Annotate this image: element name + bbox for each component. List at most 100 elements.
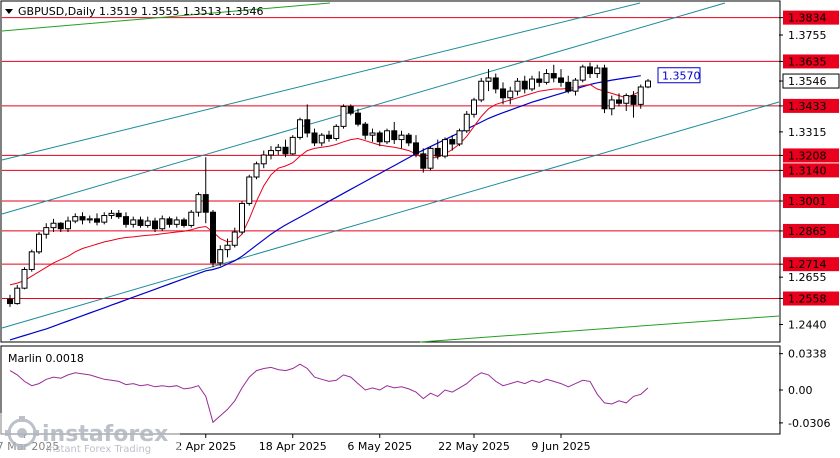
candle — [166, 216, 173, 228]
candle-body — [297, 119, 303, 138]
candle-body — [210, 211, 216, 264]
candle — [558, 69, 564, 87]
candle — [587, 62, 593, 78]
candle — [623, 93, 630, 111]
candle-body — [442, 139, 448, 157]
candle-body — [188, 211, 195, 226]
candle-body — [224, 244, 231, 251]
candle — [442, 137, 448, 159]
candle-body — [231, 231, 238, 246]
price-tick-label: 1.2558 — [788, 293, 827, 306]
candle — [224, 238, 231, 258]
candle-body — [275, 146, 282, 152]
candle — [304, 104, 311, 138]
candle-body — [21, 268, 28, 289]
candle — [318, 132, 325, 147]
horizontal-levels — [2, 17, 779, 300]
candle — [579, 64, 586, 83]
candle-body — [550, 73, 557, 79]
candle-body — [413, 142, 419, 155]
candle — [57, 222, 64, 233]
time-tick-label: 6 May 2025 — [347, 440, 412, 453]
candle-body — [268, 150, 274, 156]
candle-body — [318, 134, 325, 144]
candle — [427, 146, 434, 171]
candle-body — [558, 77, 564, 83]
candle — [594, 64, 601, 78]
oscillator-tick-label: 0.00 — [788, 384, 813, 397]
candle — [137, 216, 144, 228]
candle — [608, 95, 615, 116]
price-axis: 1.3834 1.3755 1.3635 1.3546 1.3433 1.3315 1.32… — [657, 10, 840, 331]
candle — [297, 117, 303, 140]
candle — [637, 84, 644, 109]
time-tick-label: 18 Apr 2025 — [259, 440, 327, 453]
candle-body — [565, 81, 572, 92]
candle-body — [43, 227, 50, 235]
price-tick-label: 1.3433 — [788, 100, 827, 113]
ma-slow-line — [9, 75, 641, 341]
candle — [500, 82, 506, 105]
oscillator-tick-label: -0.0306 — [788, 417, 830, 430]
candle — [645, 79, 651, 89]
candle — [50, 218, 57, 233]
candle — [362, 121, 369, 140]
price-tick-label: 1.3546 — [788, 75, 827, 88]
candle — [355, 108, 361, 127]
ma-value-box — [657, 67, 701, 84]
candle-body — [239, 202, 245, 233]
candle-body — [485, 77, 492, 82]
candle — [7, 294, 13, 307]
candle-body — [384, 130, 390, 143]
channel-line-upper-inner — [1, 2, 641, 161]
price-level-badge — [783, 148, 839, 163]
price-tick-label: 1.2865 — [788, 225, 827, 238]
time-tick-label: 9 Jun 2025 — [531, 440, 590, 453]
candle — [543, 69, 550, 85]
candle — [601, 64, 608, 114]
candle-body — [507, 90, 514, 99]
candle — [485, 69, 492, 92]
candle-body — [391, 130, 398, 141]
candle-body — [14, 287, 21, 305]
price-tick-label: 1.2655 — [788, 271, 827, 284]
candle — [210, 210, 216, 268]
candle-body — [630, 95, 637, 105]
candle-body — [94, 218, 100, 223]
candle-body — [50, 222, 57, 229]
candle — [246, 174, 253, 206]
candle — [202, 157, 209, 224]
candle — [478, 77, 485, 103]
price-tick-label: 1.3315 — [788, 126, 827, 139]
candle — [630, 91, 637, 118]
candle-body — [601, 67, 608, 110]
candle-body — [115, 212, 122, 218]
candle — [181, 217, 187, 228]
candle-body — [608, 99, 615, 110]
candle-body — [572, 79, 579, 92]
candle-body — [79, 216, 86, 221]
candle-body — [340, 106, 347, 127]
price-tick-label: 1.2714 — [788, 258, 827, 271]
candle-body — [289, 136, 296, 155]
candle — [123, 212, 129, 228]
candle-body — [333, 125, 340, 139]
price-tick-label: 1.3140 — [788, 164, 827, 177]
candle — [173, 216, 180, 228]
candle-body — [471, 99, 477, 115]
price-tick-label: 1.3635 — [788, 55, 827, 68]
candle-body — [536, 78, 543, 83]
price-tick-label: 1.3208 — [788, 149, 827, 162]
candle-body — [594, 67, 601, 75]
candle — [65, 216, 71, 233]
candle-body — [152, 220, 158, 230]
price-level-badge — [783, 223, 839, 238]
candle-body — [282, 146, 289, 155]
candle-body — [637, 86, 644, 105]
dropdown-triangle-icon[interactable] — [5, 9, 13, 14]
candle — [311, 128, 318, 147]
candle — [565, 75, 572, 94]
candle — [347, 104, 354, 116]
candle-body — [326, 134, 332, 139]
